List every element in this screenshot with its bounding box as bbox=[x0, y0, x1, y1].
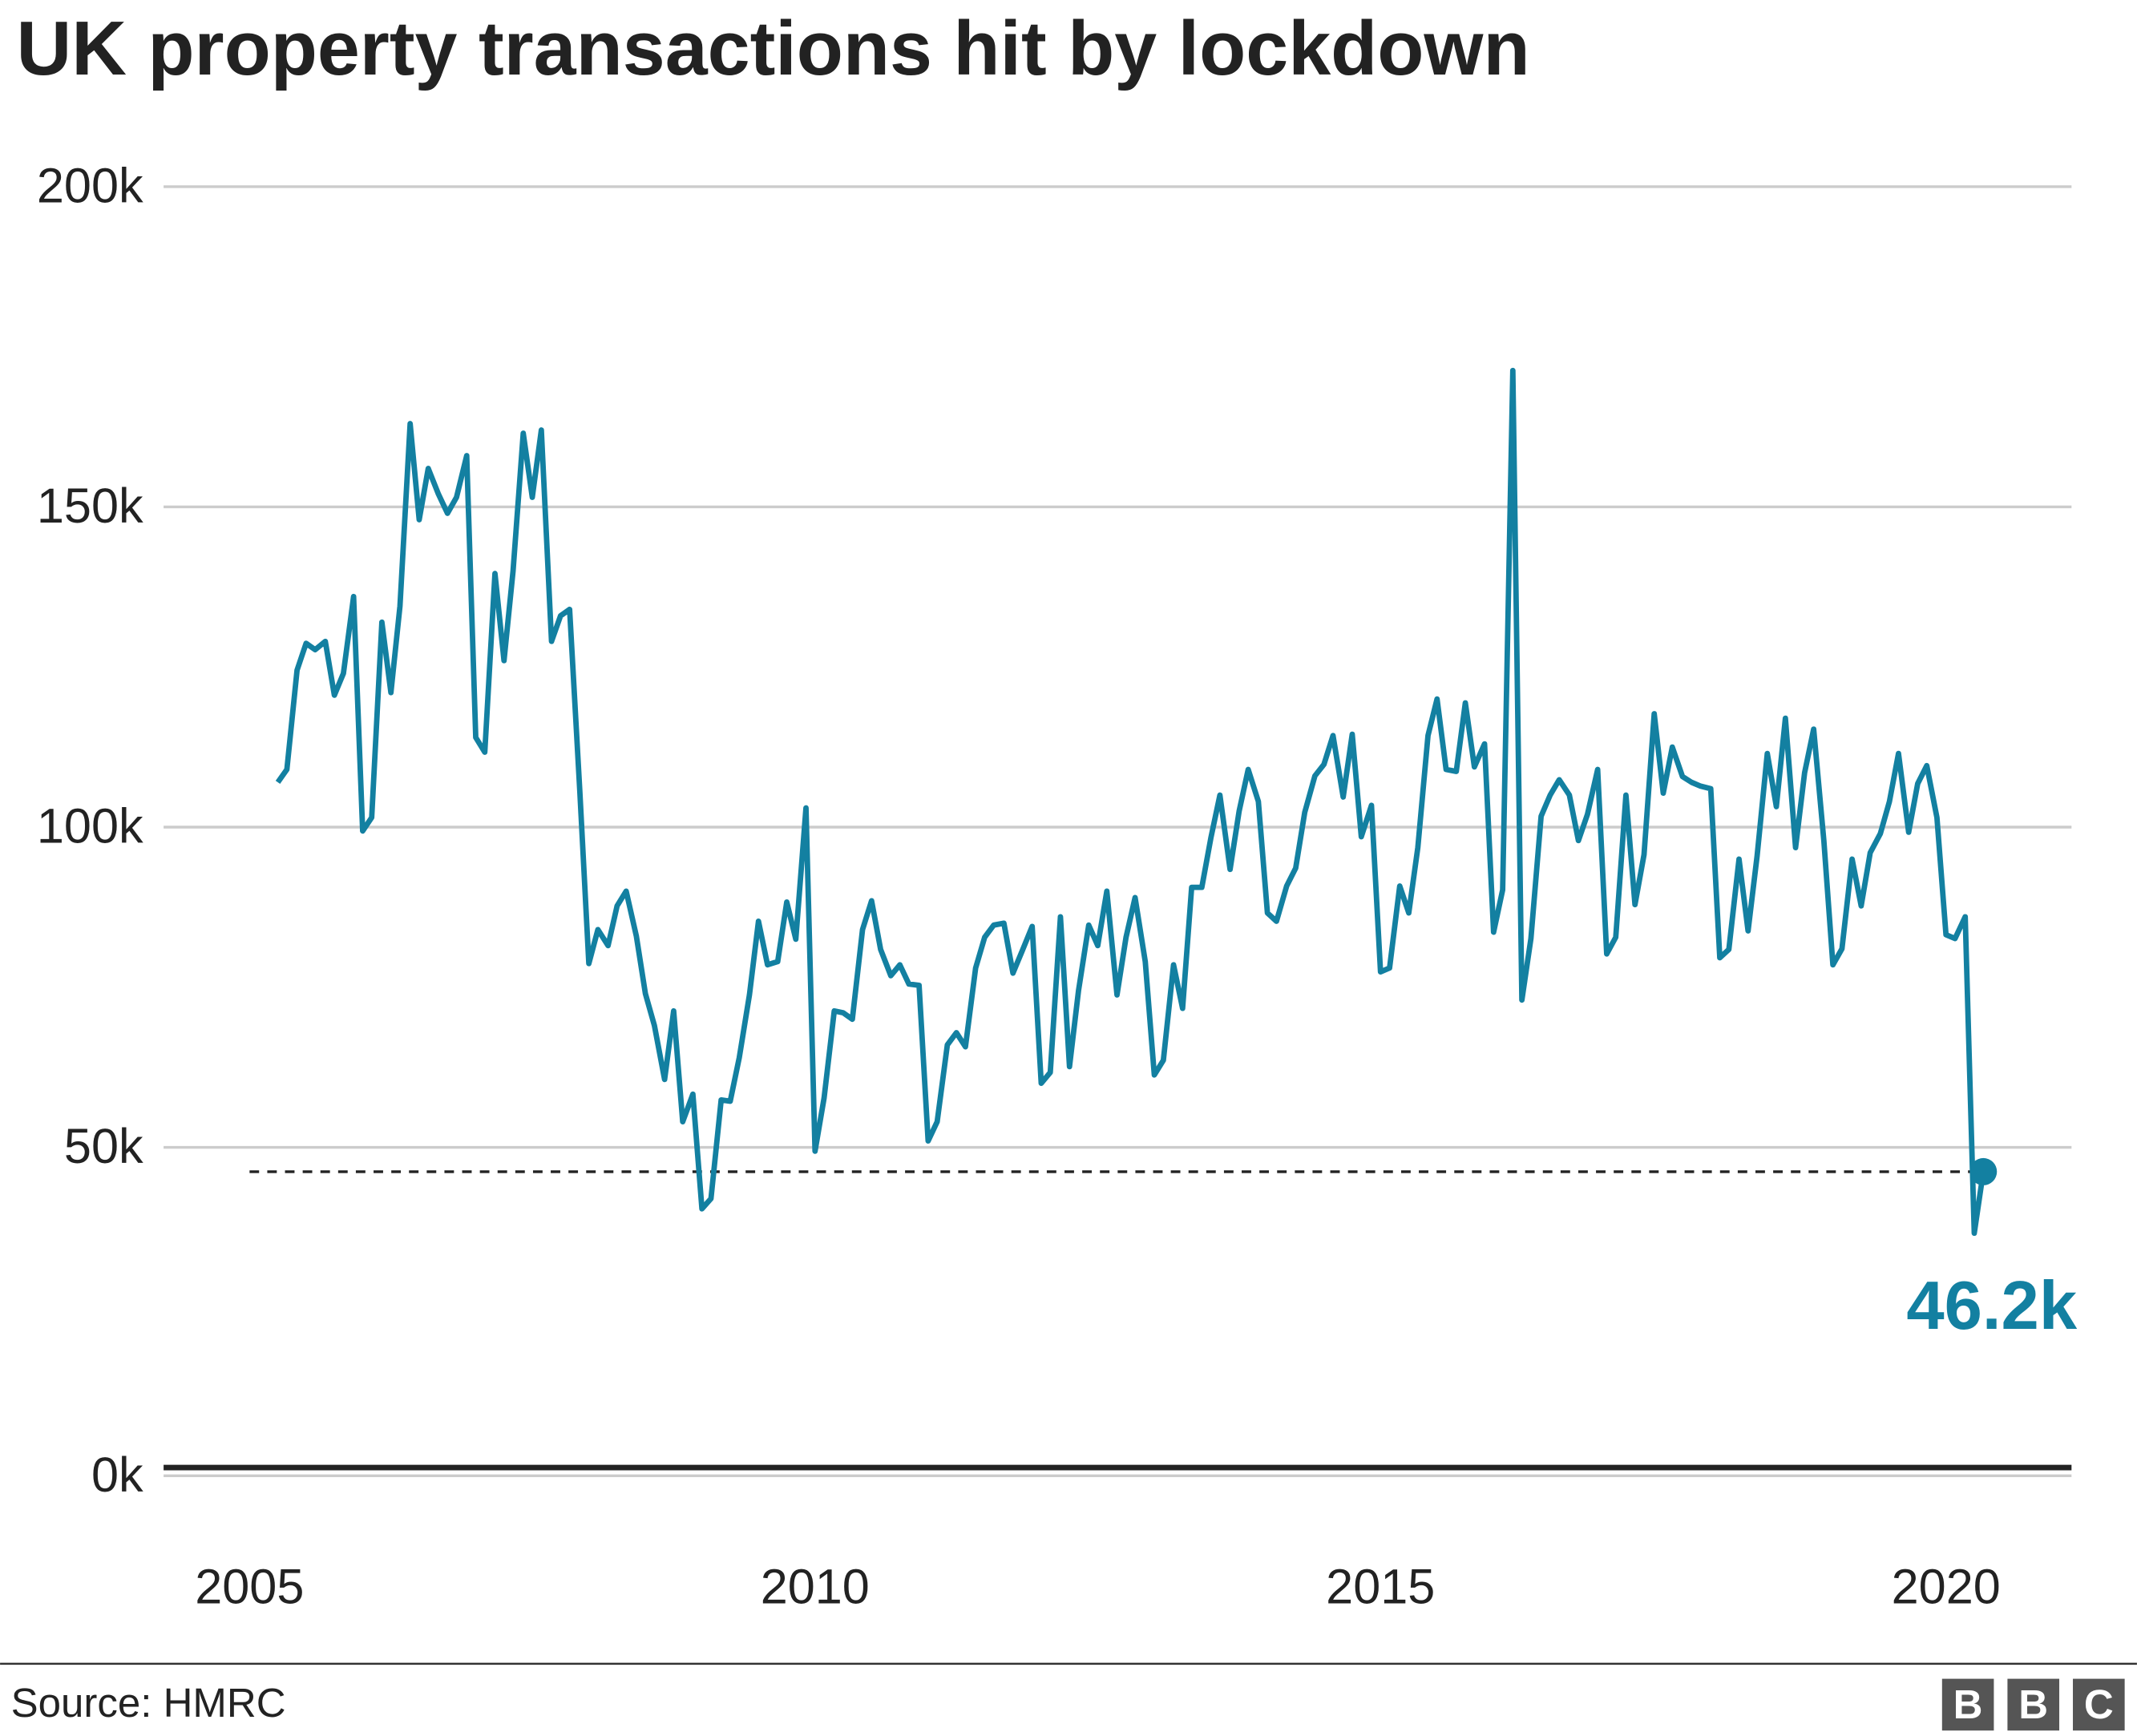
logo-box bbox=[2073, 1678, 2125, 1731]
annotation-label: 46.2k bbox=[1906, 1268, 2077, 1344]
y-tick-label: 100k bbox=[37, 799, 143, 854]
x-tick-label: 2010 bbox=[761, 1559, 870, 1613]
logo-box bbox=[2007, 1678, 2060, 1731]
y-tick-label: 50k bbox=[64, 1119, 143, 1173]
line bbox=[275, 367, 1986, 1237]
source: Source: HMRC bbox=[11, 1680, 286, 1726]
last-point bbox=[1969, 1157, 1998, 1185]
y-tick-label: 0k bbox=[91, 1447, 143, 1502]
logo-letter: B bbox=[1953, 1681, 1983, 1727]
y-tick-label: 150k bbox=[37, 478, 143, 533]
x-tick-label: 2015 bbox=[1326, 1559, 1435, 1613]
logo-box bbox=[1941, 1678, 1994, 1731]
logo: B B C bbox=[1941, 1678, 2125, 1731]
y-tick-label: 200k bbox=[37, 158, 143, 212]
logo-letter: C bbox=[2084, 1681, 2114, 1727]
x-tick-label: 2020 bbox=[1892, 1559, 2001, 1613]
x-tick-label: 2005 bbox=[195, 1559, 304, 1613]
logo-letter: B bbox=[2018, 1681, 2048, 1727]
chart-title: UK property transactions hit by lockdown bbox=[16, 6, 1529, 91]
